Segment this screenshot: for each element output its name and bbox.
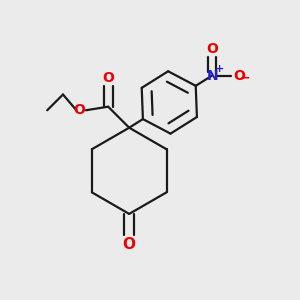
- Text: O: O: [123, 237, 136, 252]
- Text: +: +: [215, 64, 224, 74]
- Text: O: O: [102, 71, 114, 85]
- Text: O: O: [233, 68, 245, 83]
- Text: O: O: [73, 103, 85, 117]
- Text: −: −: [240, 71, 250, 84]
- Text: O: O: [206, 42, 218, 56]
- Text: N: N: [206, 68, 218, 83]
